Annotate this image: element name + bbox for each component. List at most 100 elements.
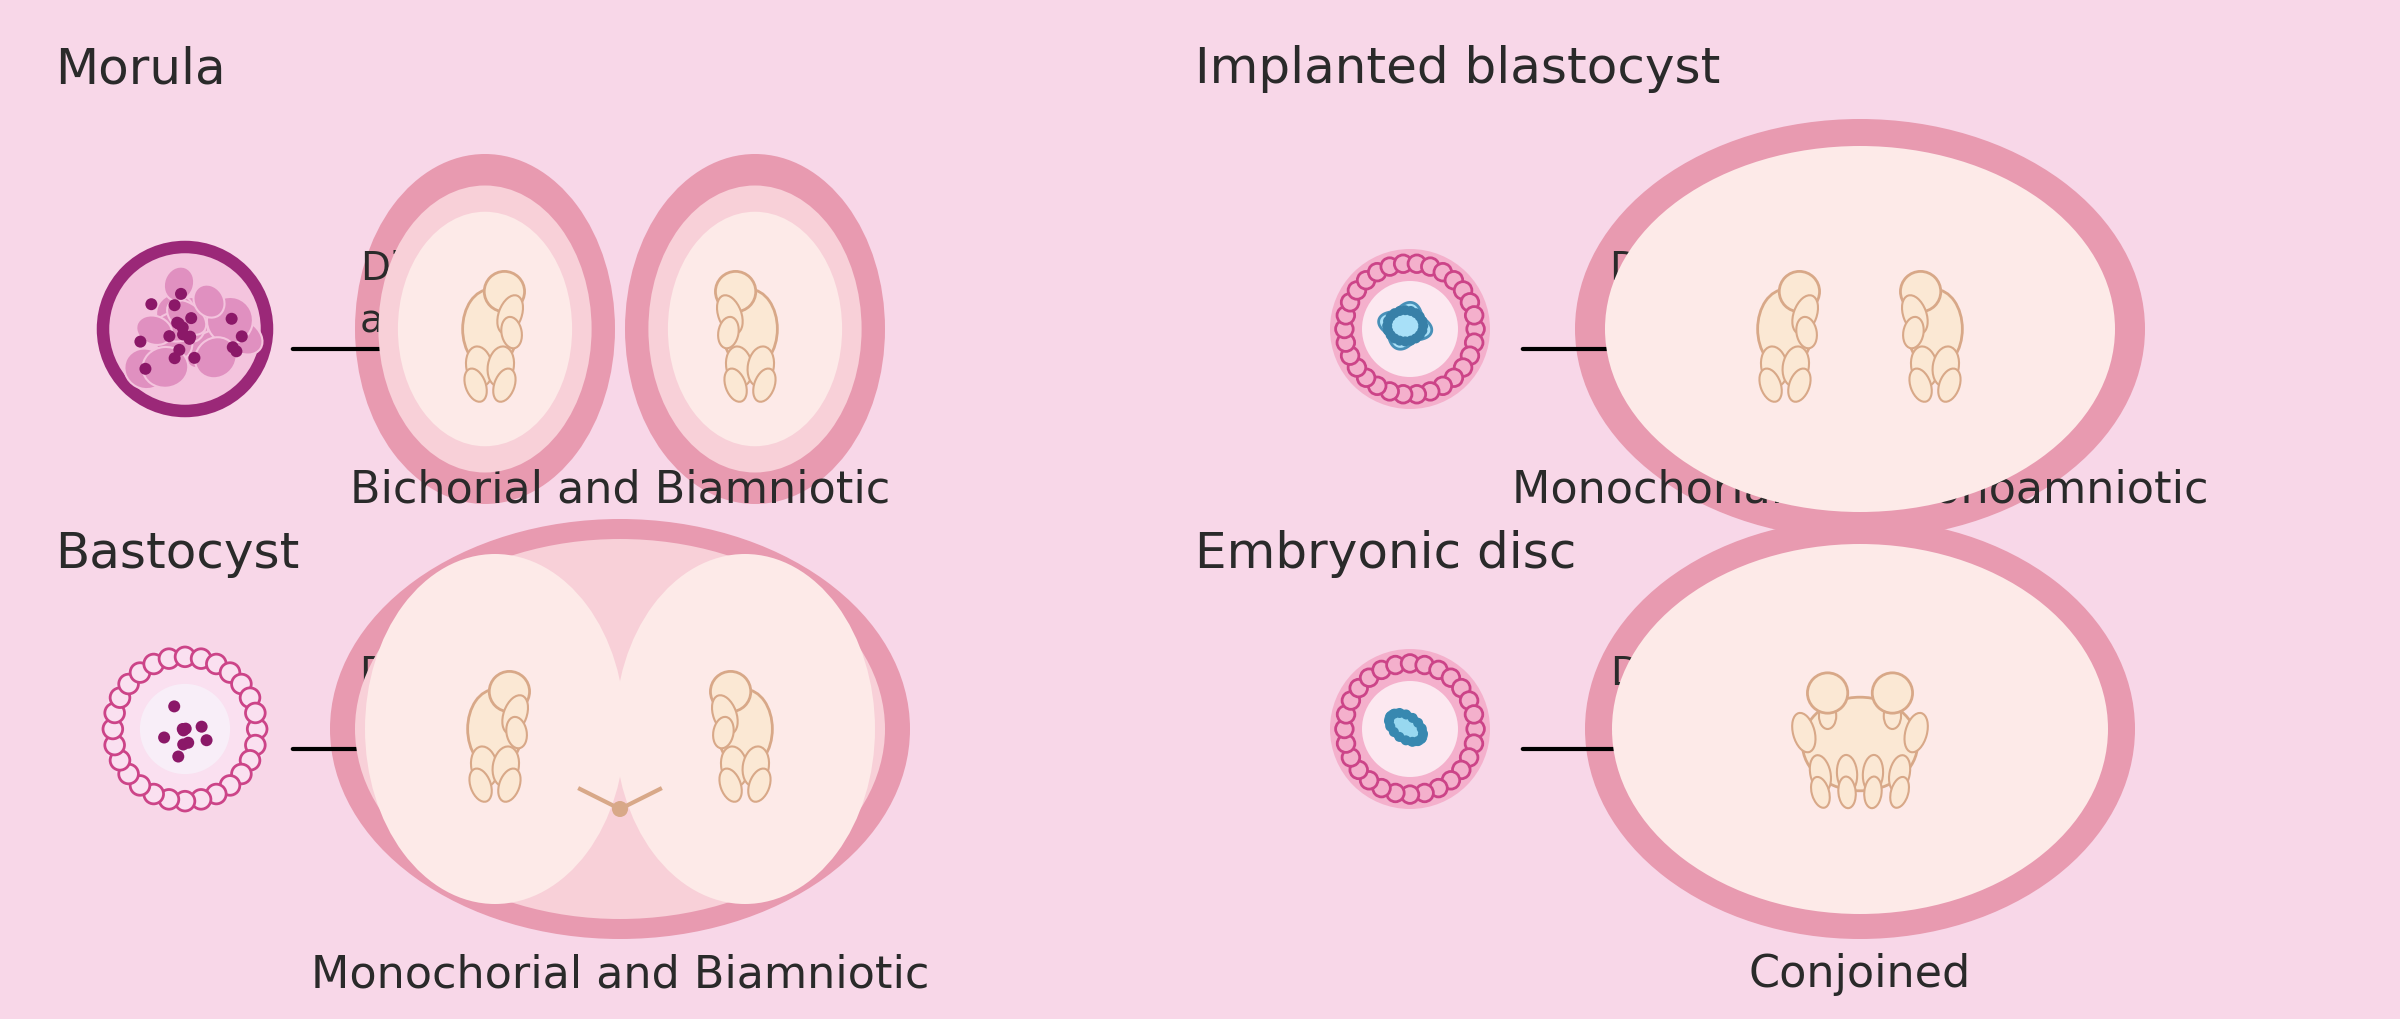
Ellipse shape [1910, 347, 1937, 387]
Circle shape [1406, 336, 1416, 346]
Circle shape [1416, 734, 1426, 744]
Circle shape [173, 751, 185, 763]
Circle shape [1409, 256, 1426, 273]
Circle shape [1418, 317, 1428, 327]
Circle shape [1464, 735, 1483, 753]
Ellipse shape [1903, 318, 1925, 348]
Ellipse shape [1939, 369, 1961, 403]
Circle shape [168, 353, 180, 365]
Circle shape [1402, 736, 1411, 746]
Ellipse shape [713, 717, 734, 749]
Circle shape [1349, 360, 1366, 377]
Circle shape [1901, 272, 1942, 313]
Circle shape [1435, 264, 1452, 281]
Circle shape [106, 703, 125, 723]
Ellipse shape [470, 747, 497, 787]
Circle shape [1358, 370, 1375, 387]
Ellipse shape [187, 331, 226, 369]
Circle shape [490, 672, 530, 712]
Circle shape [230, 675, 252, 694]
Circle shape [178, 329, 190, 341]
Ellipse shape [170, 298, 211, 328]
Ellipse shape [725, 369, 746, 403]
Circle shape [1390, 728, 1399, 737]
Ellipse shape [1387, 710, 1426, 745]
Text: Division at
8 - 13 days: Division at 8 - 13 days [1610, 250, 1826, 340]
Ellipse shape [725, 347, 754, 387]
Circle shape [230, 764, 252, 784]
Circle shape [1411, 334, 1421, 344]
Ellipse shape [722, 290, 778, 369]
Text: Monochorial and Biamniotic: Monochorial and Biamniotic [312, 953, 929, 996]
Circle shape [185, 313, 197, 325]
Ellipse shape [1574, 120, 2146, 539]
Circle shape [1466, 321, 1483, 338]
Circle shape [1382, 321, 1392, 331]
Ellipse shape [506, 717, 528, 749]
Ellipse shape [161, 308, 197, 341]
Circle shape [144, 654, 163, 675]
Circle shape [170, 317, 182, 329]
Circle shape [226, 342, 238, 354]
Circle shape [1416, 723, 1426, 734]
Circle shape [1330, 250, 1490, 410]
Circle shape [202, 735, 214, 747]
Circle shape [168, 300, 180, 312]
Circle shape [1399, 306, 1411, 316]
Ellipse shape [156, 294, 194, 333]
Circle shape [1416, 785, 1433, 802]
Circle shape [178, 723, 190, 736]
Circle shape [1368, 264, 1387, 281]
Circle shape [715, 272, 756, 313]
Ellipse shape [1884, 703, 1901, 730]
Circle shape [1349, 282, 1366, 300]
Circle shape [1337, 334, 1354, 353]
Circle shape [178, 739, 190, 751]
Circle shape [175, 647, 194, 667]
Ellipse shape [492, 747, 518, 787]
Ellipse shape [720, 747, 746, 787]
Circle shape [144, 785, 163, 804]
Ellipse shape [379, 186, 593, 473]
Ellipse shape [468, 690, 523, 769]
Ellipse shape [1810, 755, 1831, 793]
Ellipse shape [1606, 147, 2114, 513]
Circle shape [245, 703, 264, 723]
Ellipse shape [713, 696, 737, 735]
Circle shape [1464, 706, 1483, 723]
Circle shape [175, 792, 194, 811]
Circle shape [1358, 272, 1375, 289]
Circle shape [221, 663, 240, 683]
Circle shape [1330, 649, 1490, 809]
Circle shape [1390, 334, 1399, 344]
Circle shape [163, 331, 175, 342]
Ellipse shape [168, 299, 206, 338]
Circle shape [1418, 326, 1428, 336]
Circle shape [1435, 378, 1452, 395]
Circle shape [1342, 749, 1361, 766]
Circle shape [1414, 313, 1426, 322]
Circle shape [1390, 309, 1399, 319]
Circle shape [1459, 692, 1478, 709]
Circle shape [118, 764, 139, 784]
Circle shape [103, 647, 266, 811]
Ellipse shape [137, 316, 173, 345]
Circle shape [1349, 680, 1368, 697]
Text: Bastocyst: Bastocyst [55, 530, 300, 578]
Circle shape [1402, 710, 1411, 719]
Circle shape [1349, 761, 1368, 779]
Circle shape [197, 721, 209, 733]
Circle shape [1337, 706, 1356, 723]
Ellipse shape [1908, 290, 1963, 369]
Circle shape [1342, 347, 1358, 365]
Ellipse shape [221, 319, 262, 356]
Circle shape [1382, 317, 1392, 327]
Ellipse shape [1793, 713, 1814, 753]
Circle shape [118, 675, 139, 694]
Circle shape [190, 353, 202, 365]
Circle shape [612, 801, 629, 817]
Ellipse shape [463, 290, 518, 369]
Circle shape [1442, 669, 1459, 687]
Circle shape [1342, 692, 1361, 709]
Circle shape [1385, 313, 1397, 322]
